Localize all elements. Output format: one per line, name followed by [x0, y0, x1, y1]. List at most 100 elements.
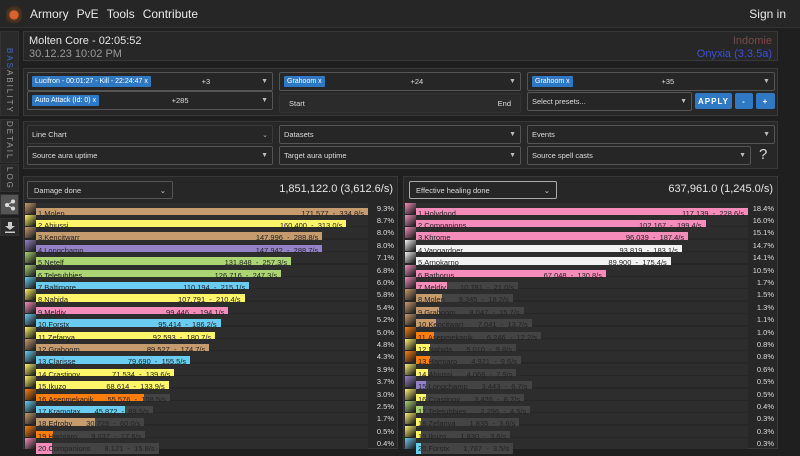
meter-row[interactable]: 2.Ahjussi 160,400 - 313.0/s 8.7%: [25, 214, 397, 232]
source-tag[interactable]: Grahoom x: [284, 76, 325, 87]
meter-row[interactable]: 3.Kencitwarr 147,996 - 288.8/s 8.0%: [25, 227, 397, 244]
nav-pve[interactable]: PvE: [76, 6, 99, 21]
meter-bar-track: 19.Ikuzo 1,830 - 3.6/s: [416, 425, 748, 442]
meter-row[interactable]: 4.Vangardner 93,819 - 183.1/s 14.7%: [405, 239, 777, 256]
start-label[interactable]: Start: [289, 98, 305, 108]
class-icon: [405, 289, 416, 301]
meter-row[interactable]: 17.Kramotax 45,872 - 89.5/s 2.5%: [25, 400, 397, 417]
meter-row[interactable]: 4.Longchamp 147,942 - 288.7/s 8.0%: [25, 239, 397, 256]
meter-row[interactable]: 9.Meldiv 99,446 - 194.1/s 5.4%: [25, 301, 397, 318]
tab-log[interactable]: LOG: [0, 164, 19, 192]
meter-row[interactable]: 11.Zefanya 92,593 - 180.7/s 5.0%: [25, 326, 397, 343]
meter-row[interactable]: 15.Ikuzo 68,614 - 133.9/s 3.7%: [25, 375, 397, 393]
source-aura-select[interactable]: Source aura uptime ▼: [27, 146, 273, 165]
meter-row[interactable]: 13.Hamtaro 4,921 - 9.6/s 0.8%: [405, 351, 777, 368]
meter-row[interactable]: 8.Nahida 107,791 - 210.4/s 5.8%: [25, 289, 397, 306]
nav-contribute[interactable]: Contribute: [142, 6, 199, 21]
meter-row[interactable]: 11.Asepmekanik 6,246 - 12.2/s 1.0%: [405, 326, 777, 343]
events-select[interactable]: Events ▼: [527, 125, 775, 144]
meter-row[interactable]: 7.Baltimore 110,194 - 215.1/s 6.0%: [25, 276, 397, 294]
caret-down-icon: ▼: [763, 131, 770, 138]
meter-row[interactable]: 10.Kencitwarr 7,041 - 13.7/s 1.1%: [405, 314, 777, 331]
presets-placeholder: Select presets...: [532, 97, 586, 106]
presets-select[interactable]: Select presets... ▼: [527, 92, 692, 111]
meter-row[interactable]: 19.Hamtaro 9,037 - 17.6/s 0.5%: [25, 425, 397, 442]
meter-row[interactable]: 17.Teletubbies 2,296 - 4.5/s 0.4%: [405, 400, 777, 417]
target-tag[interactable]: Grahoom x: [532, 76, 573, 87]
meter-row[interactable]: 7.Meldiv 10,781 - 21.0/s 1.7%: [405, 276, 777, 294]
player-percent: 1.5%: [756, 290, 774, 300]
meter-row[interactable]: 5.Netelf 131,848 - 257.3/s 7.1%: [25, 252, 397, 269]
meter-bar-fill: [36, 282, 250, 294]
meter-bar: 14.Ahjussi 4,066 - 7.9/s: [416, 368, 517, 380]
ability-tag[interactable]: Auto Attack (Id: 0) x: [32, 95, 100, 106]
target-select[interactable]: Grahoom x +35 ▼: [527, 72, 775, 91]
player-name: 5.Arnokarno: [418, 258, 459, 268]
meter-row[interactable]: 3.Khrome 96,039 - 187.4/s 15.1%: [405, 227, 777, 244]
player-amount: 3,443 - 6.7/s: [481, 382, 528, 392]
nav-tools[interactable]: Tools: [106, 6, 135, 21]
meter-bar-track: 13.Hamtaro 4,921 - 9.6/s: [416, 351, 748, 368]
minus-button[interactable]: -: [735, 93, 753, 109]
source-casts-select[interactable]: Source spell casts ▼: [527, 146, 751, 165]
attempt-tag[interactable]: Lucifron - 00:01:27 - Kill - 22:24:47 x: [32, 76, 151, 87]
meter-row[interactable]: 15.Longchamp 3,443 - 6.7/s 0.5%: [405, 375, 777, 393]
meter-row[interactable]: 6.Teletubbies 126,716 - 247.3/s 6.8%: [25, 264, 397, 281]
meter-row[interactable]: 9.Grahoom 8,047 - 15.7/s 1.3%: [405, 301, 777, 318]
meter-row[interactable]: 19.Ikuzo 1,830 - 3.6/s 0.3%: [405, 425, 777, 442]
meter-row[interactable]: 1.Holydood 117,139 - 228.6/s 18.4%: [405, 202, 777, 219]
share-button[interactable]: [0, 194, 19, 215]
meter-row[interactable]: 2.Companions 102,167 - 199.4/s 16.0%: [405, 214, 777, 232]
player-percent: 4.8%: [376, 339, 394, 349]
meter-row[interactable]: 14.Ahjussi 4,066 - 7.9/s 0.6%: [405, 363, 777, 380]
class-icon: [25, 338, 36, 350]
meter-row[interactable]: 13.Clarisse 79,690 - 155.5/s 4.3%: [25, 351, 397, 368]
player-percent: 1.0%: [756, 327, 774, 337]
nav-armory[interactable]: Armory: [30, 6, 69, 21]
meter-row[interactable]: 12.Nahida 5,010 - 9.8/s 0.8%: [405, 338, 777, 355]
target-aura-select[interactable]: Target aura uptime ▼: [279, 146, 521, 165]
meter-bar-track: 17.Kramotax 45,872 - 89.5/s: [36, 400, 368, 417]
meter-bar: 10.Kencitwarr 7,041 - 13.7/s: [416, 319, 532, 331]
end-label[interactable]: End: [497, 98, 511, 108]
caret-down-icon: ▼: [509, 152, 516, 159]
meter-bar: 12.Nahida 5,010 - 9.8/s: [416, 343, 517, 355]
download-button[interactable]: [0, 218, 19, 236]
meter-row[interactable]: 12.Grahoom 89,527 - 174.7/s 4.8%: [25, 338, 397, 355]
meter-row[interactable]: 14.Crastinov 71,534 - 139.6/s 3.9%: [25, 363, 397, 380]
sign-in-link[interactable]: Sign in: [749, 6, 786, 21]
ability-select[interactable]: Auto Attack (Id: 0) x +285 ▼: [27, 91, 273, 110]
help-icon[interactable]: ?: [759, 146, 768, 163]
meter-row[interactable]: 8.Molen 9,345 - 18.2/s 1.5%: [405, 289, 777, 306]
meter-row[interactable]: 18.Edroby 30,729 - 60.0/s 1.7%: [25, 413, 397, 430]
right-meter-mode-select[interactable]: Effective healing done ⌄: [409, 181, 557, 199]
player-percent: 6.0%: [376, 278, 394, 288]
class-icon: [405, 400, 416, 412]
more-count: +35: [661, 77, 675, 86]
caret-down-icon: ▼: [261, 152, 268, 159]
server-name[interactable]: Onyxia (3.3.5a): [696, 48, 772, 60]
player-name: 8.Nahida: [38, 295, 69, 305]
attempt-select[interactable]: Lucifron - 00:01:27 - Kill - 22:24:47 x +…: [27, 72, 273, 91]
datasets-select[interactable]: Datasets ▼: [279, 125, 521, 144]
player-name: 19.Ikuzo: [418, 431, 447, 441]
left-meter-mode-select[interactable]: Damage done ⌄: [27, 181, 173, 199]
meter-row[interactable]: 18.Zefanya 1,835 - 3.6/s 0.3%: [405, 413, 777, 430]
plus-button[interactable]: +: [756, 93, 775, 109]
meter-row[interactable]: 1.Molen 171,577 - 334.8/s 9.3%: [25, 202, 397, 219]
meter-bar-track: 12.Grahoom 89,527 - 174.7/s: [36, 338, 368, 355]
tab-detail[interactable]: DETAIL: [0, 119, 19, 163]
player-amount: 3,426 - 6.7/s: [474, 394, 520, 404]
meter-row[interactable]: 16.Asepmekanik 55,576 - 108.5/s 3.0%: [25, 388, 397, 405]
meter-row[interactable]: 16.Crastinov 3,426 - 6.7/s 0.5%: [405, 388, 777, 405]
meter-row[interactable]: 6.Bathorus 67,048 - 130.8/s 10.5%: [405, 264, 777, 281]
time-range-slider[interactable]: Start End: [279, 93, 521, 113]
tab-ability[interactable]: ABILITY: [0, 68, 19, 116]
meter-row[interactable]: 5.Arnokarno 89,900 - 175.4/s 14.1%: [405, 252, 777, 269]
meter-row[interactable]: 10.Forstx 95,414 - 186.2/s 5.2%: [25, 314, 397, 331]
apply-button[interactable]: APPLY: [695, 93, 732, 109]
guild-name[interactable]: Indomie: [732, 35, 772, 47]
logo[interactable]: [6, 4, 22, 23]
source-select[interactable]: Grahoom x +24 ▼: [279, 72, 521, 91]
chart-type-select[interactable]: Line Chart ⌄: [27, 125, 273, 144]
